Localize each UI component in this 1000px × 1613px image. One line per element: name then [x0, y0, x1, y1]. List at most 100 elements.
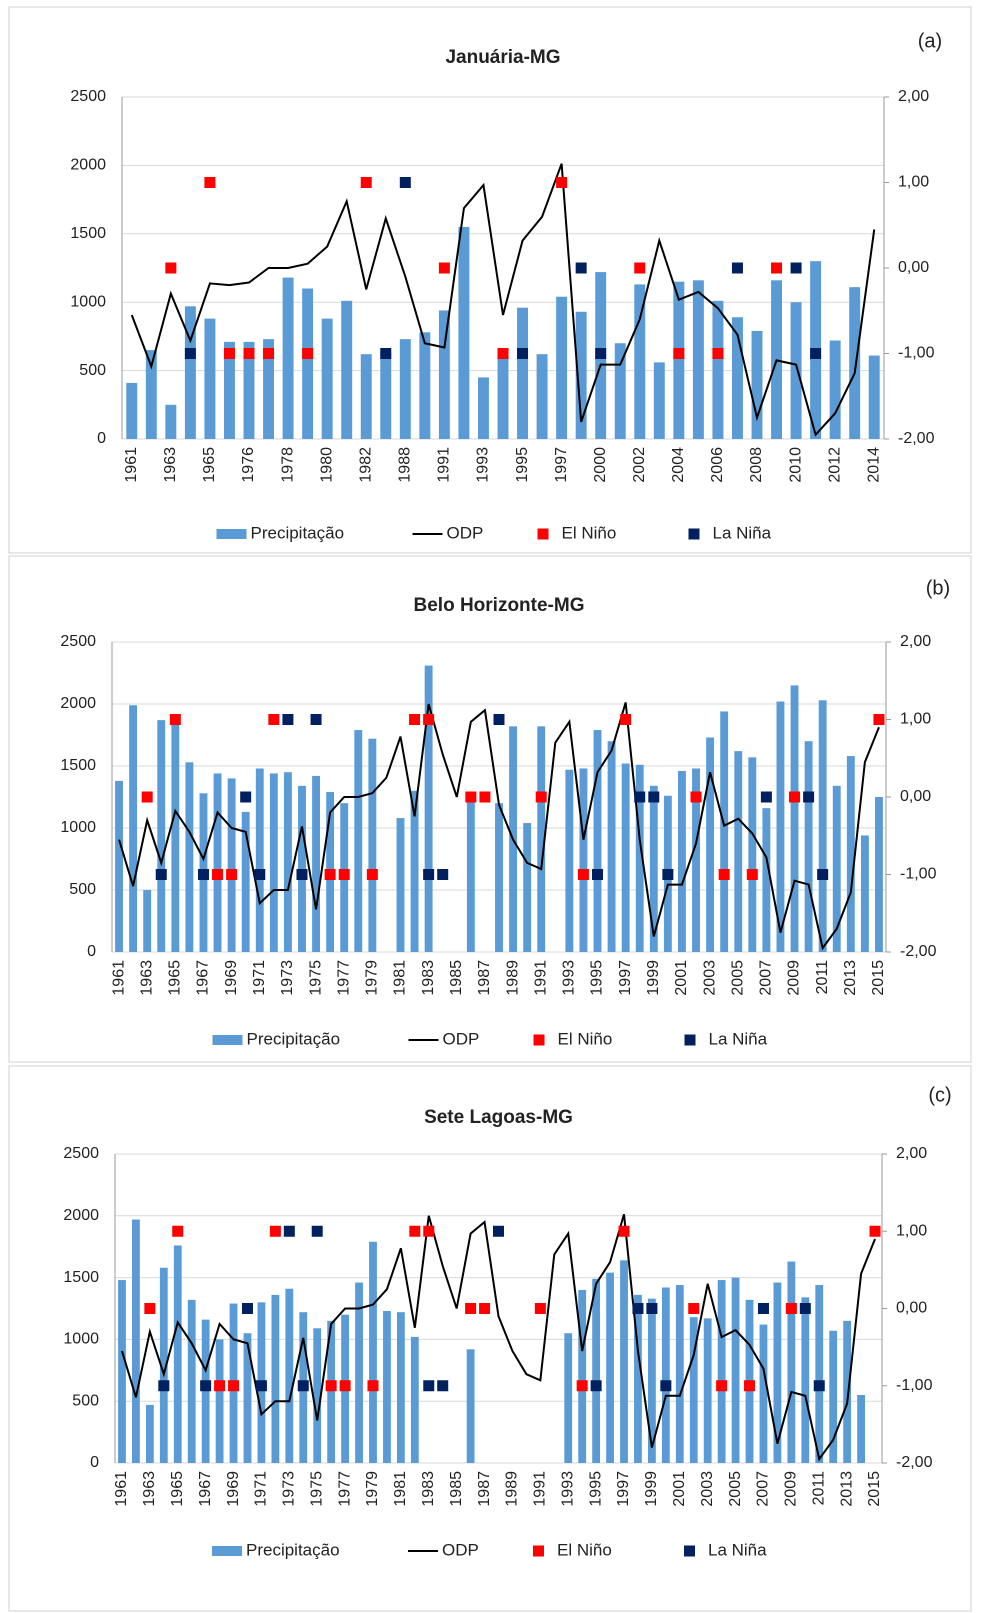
y2-tick-label: 2,00	[896, 1145, 927, 1162]
enso-marker	[577, 869, 589, 880]
panel-label: (a)	[918, 30, 942, 52]
enso-marker	[673, 348, 685, 359]
enso-marker	[184, 348, 196, 359]
y-tick-label: 500	[69, 881, 96, 898]
enso-marker	[423, 1380, 435, 1392]
enso-marker	[690, 791, 702, 803]
x-tick-label: 1982	[357, 447, 374, 483]
x-tick-label: 1975	[308, 1471, 325, 1507]
odp-line	[118, 702, 880, 951]
bar	[606, 1272, 614, 1463]
bar	[801, 1297, 810, 1463]
bar	[143, 890, 152, 952]
bar	[204, 318, 216, 439]
bar	[634, 1294, 642, 1463]
enso-marker	[465, 1303, 477, 1314]
x-tick-label: 1983	[420, 960, 437, 996]
enso-marker	[297, 1380, 309, 1392]
y-tick-label: 0	[90, 1454, 99, 1471]
x-tick-label: 2010	[787, 447, 804, 483]
bar	[187, 1299, 196, 1463]
x-tick-label: 1991	[532, 960, 549, 996]
enso-marker	[576, 1380, 588, 1392]
bar	[706, 737, 715, 952]
enso-marker	[240, 791, 252, 803]
bar	[368, 738, 377, 952]
y2-tick-label: -1,00	[900, 866, 937, 883]
enso-marker	[172, 1225, 184, 1237]
x-tick-label: 2002	[631, 447, 648, 483]
enso-marker	[716, 1380, 728, 1392]
bar	[369, 1241, 377, 1463]
y2-tick-label: 0,00	[898, 259, 929, 276]
enso-marker	[771, 262, 783, 274]
bar	[731, 317, 743, 439]
bar	[184, 306, 196, 439]
bar	[649, 785, 658, 952]
bar	[875, 797, 883, 952]
bar	[118, 1280, 126, 1463]
enso-marker	[575, 262, 587, 274]
x-tick-label: 1999	[643, 1471, 660, 1507]
enso-marker	[296, 869, 308, 880]
enso-marker	[325, 1380, 337, 1392]
enso-marker	[228, 1380, 240, 1392]
legend-label: ODP	[447, 523, 484, 542]
bar	[313, 1328, 322, 1463]
bar	[283, 772, 292, 952]
bar	[593, 730, 602, 952]
enso-marker	[165, 262, 177, 274]
x-tick-label: 1991	[436, 447, 453, 483]
enso-marker	[660, 1380, 672, 1392]
bar	[396, 1312, 405, 1463]
enso-marker	[268, 714, 280, 725]
bar	[227, 778, 236, 952]
enso-marker	[744, 1380, 756, 1392]
bar	[614, 343, 626, 439]
enso-marker	[731, 262, 743, 274]
y-tick-label: 2000	[70, 157, 106, 174]
bar	[790, 302, 802, 439]
x-tick-label: 1987	[476, 1471, 493, 1507]
y2-tick-label: 1,00	[900, 711, 931, 728]
enso-marker	[255, 1380, 267, 1392]
y-tick-label: 1000	[70, 293, 106, 310]
bar	[201, 1319, 210, 1463]
x-tick-label: 1967	[197, 1471, 214, 1507]
enso-marker	[810, 348, 822, 359]
bar	[298, 785, 306, 952]
bar	[868, 355, 880, 439]
bar	[223, 341, 235, 439]
bar	[523, 823, 532, 952]
y2-tick-label: -1,00	[898, 345, 935, 362]
x-tick-label: 1969	[225, 1471, 242, 1507]
bar	[620, 1260, 628, 1463]
legend-label: El Niño	[562, 523, 617, 542]
x-tick-label: 2001	[673, 960, 690, 996]
enso-marker	[310, 714, 322, 725]
x-tick-label: 1961	[110, 960, 127, 996]
bar	[399, 339, 411, 439]
bar	[145, 350, 157, 439]
bar	[360, 354, 372, 439]
enso-marker	[817, 869, 829, 880]
x-tick-label: 2009	[786, 960, 803, 996]
bar	[565, 769, 574, 952]
bar	[213, 773, 222, 952]
bar	[829, 340, 841, 439]
legend-swatch	[688, 528, 700, 540]
enso-marker	[535, 791, 547, 803]
bar	[321, 318, 333, 439]
x-tick-label: 1976	[240, 447, 257, 483]
enso-marker	[760, 791, 772, 803]
x-tick-label: 1995	[587, 1471, 604, 1507]
panel-label: (b)	[926, 577, 950, 599]
x-tick-label: 1981	[392, 1471, 409, 1507]
enso-marker	[790, 262, 802, 274]
bar	[536, 354, 548, 439]
bar	[804, 741, 813, 952]
bar	[132, 1219, 140, 1463]
enso-marker	[789, 791, 801, 803]
x-tick-label: 2005	[727, 1471, 744, 1507]
